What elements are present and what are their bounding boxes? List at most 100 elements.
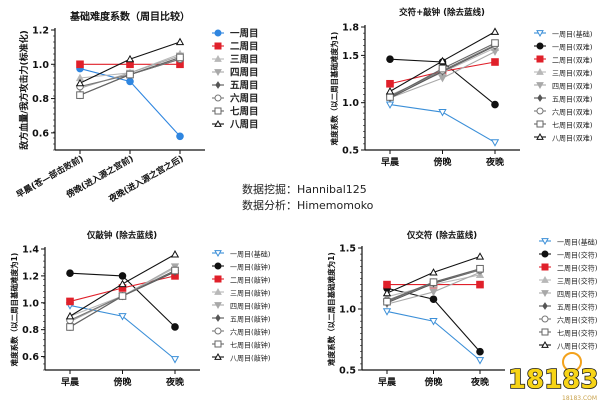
chart-base-difficulty: 基础难度系数（周目比较）0.60.81.01.2敌方血量/我方攻击力(标准化)早… xyxy=(14,10,259,205)
legend-item: 一周目(双难) xyxy=(534,42,593,52)
legend-item: 四周目(交符) xyxy=(539,290,598,299)
series-7 xyxy=(386,39,499,101)
data-point xyxy=(118,292,127,300)
legend-item: 七周目(敲钟) xyxy=(212,340,271,350)
legend-label: 四周目(双难) xyxy=(552,82,593,91)
y-tick-label: 1.2 xyxy=(22,271,39,282)
legend-item: 五周目 xyxy=(212,81,259,92)
legend-item: 七周目(双难) xyxy=(534,120,593,130)
legend-item: 五周目(交符) xyxy=(539,302,598,312)
legend-label: 七周目(敲钟) xyxy=(230,341,271,350)
series-8 xyxy=(382,252,485,297)
legend-label: 六周目(敲钟) xyxy=(230,328,271,337)
legend-label: 四周目(敲钟) xyxy=(230,302,271,311)
legend-item: 八周目(敲钟) xyxy=(212,352,271,363)
data-point xyxy=(429,288,438,297)
legend-marker xyxy=(214,302,222,310)
y-tick-label: 1.0 xyxy=(32,60,49,71)
y-tick-label: 1.0 xyxy=(342,98,359,109)
y-tick-label: 0.5 xyxy=(339,366,356,377)
y-tick-label: 0.5 xyxy=(342,146,359,157)
legend-marker xyxy=(536,67,544,75)
watermark-subtext: 18183.COM xyxy=(562,395,597,402)
x-tick-label: 夜晚 xyxy=(165,376,184,388)
legend-label: 一周目(基础) xyxy=(230,250,271,259)
legend-label: 一周目(基础) xyxy=(552,30,593,39)
data-point xyxy=(382,288,392,297)
series-0 xyxy=(382,308,485,365)
legend-marker xyxy=(541,275,549,283)
data-point xyxy=(176,53,184,62)
y-tick-label: 0.6 xyxy=(22,352,39,363)
x-tick-label: 傍晚 xyxy=(433,156,451,168)
legend-label: 一周目(交符) xyxy=(557,251,598,260)
legend-item: 三周目 xyxy=(212,55,259,66)
legend-label: 二周目(交符) xyxy=(557,264,598,273)
chart-title: 基础难度系数（周目比较） xyxy=(69,10,190,23)
data-point xyxy=(383,297,391,306)
data-point xyxy=(476,264,484,273)
legend-marker xyxy=(541,340,549,348)
legend-label: 三周目(双难) xyxy=(552,69,593,78)
data-point xyxy=(76,60,84,69)
legend-label: 七周目(交符) xyxy=(557,329,598,338)
y-axis-label: 敌方血量/我方攻击力(标准化) xyxy=(18,30,30,150)
legend-marker xyxy=(536,120,544,128)
data-point xyxy=(429,318,438,326)
legend-item: 八周目 xyxy=(212,120,259,131)
credit-analysis: 数据分析：Himemomoko xyxy=(242,198,373,214)
legend-label: 五周目(交符) xyxy=(557,303,598,312)
legend-marker xyxy=(536,107,544,115)
legend-label: 一周目(双难) xyxy=(552,43,593,52)
legend-item: 五周目(敲钟) xyxy=(212,314,271,324)
data-point xyxy=(429,295,438,304)
data-point xyxy=(66,323,74,331)
data-point xyxy=(386,79,394,88)
legend-label: 二周目 xyxy=(230,42,259,53)
legend-item: 七周目 xyxy=(212,106,259,118)
legend-label: 三周目(敲钟) xyxy=(230,289,271,298)
legend-label: 六周目(交符) xyxy=(557,316,598,325)
data-point xyxy=(491,100,499,109)
credits: 数据挖掘：Hannibal125 数据分析：Himemomoko xyxy=(242,182,373,214)
legend-item: 一周目(基础) xyxy=(539,238,598,247)
legend-label: 五周目(双难) xyxy=(552,95,593,104)
legend-marker xyxy=(214,275,222,283)
chart-title: 仅交符 (除去蓝线) xyxy=(406,230,477,241)
legend-label: 四周目(交符) xyxy=(557,290,598,299)
data-point xyxy=(438,64,447,73)
data-point xyxy=(118,279,127,288)
legend-label: 七周目 xyxy=(230,106,259,118)
legend-item: 一周目(敲钟) xyxy=(212,262,271,272)
x-tick-label: 夜晚 xyxy=(485,156,504,168)
data-point xyxy=(490,139,500,147)
series-8 xyxy=(65,250,180,320)
y-axis-label: 难度系数（以二周目基础难度为1) xyxy=(9,253,19,368)
y-tick-label: 0.6 xyxy=(32,128,49,139)
y-tick-label: 1.2 xyxy=(32,26,49,37)
legend-item: 一周目(基础) xyxy=(534,30,593,39)
x-tick-label: 夜晚 xyxy=(470,376,489,388)
legend-marker xyxy=(536,42,544,50)
series-0 xyxy=(65,302,180,364)
legend-marker xyxy=(214,327,222,335)
legend-marker xyxy=(536,30,544,38)
legend-item: 六周目(双难) xyxy=(534,107,593,117)
y-tick-label: 1.4 xyxy=(22,245,39,256)
legend-marker xyxy=(214,250,222,258)
legend-marker xyxy=(214,54,222,62)
data-point xyxy=(170,250,180,258)
legend-marker xyxy=(215,81,221,89)
data-point xyxy=(65,311,75,320)
y-tick-label: 1.5 xyxy=(342,51,359,62)
legend-label: 一周目(基础) xyxy=(557,238,598,247)
legend-marker xyxy=(541,263,549,271)
legend-item: 四周目 xyxy=(212,68,259,79)
data-point xyxy=(490,27,500,35)
series-8 xyxy=(385,27,500,95)
chart-title: 交符+敲钟 (除去蓝线) xyxy=(399,7,485,18)
legend-label: 八周目 xyxy=(229,120,259,131)
legend-label: 八周目(敲钟) xyxy=(230,354,271,363)
legend-marker xyxy=(215,314,221,322)
